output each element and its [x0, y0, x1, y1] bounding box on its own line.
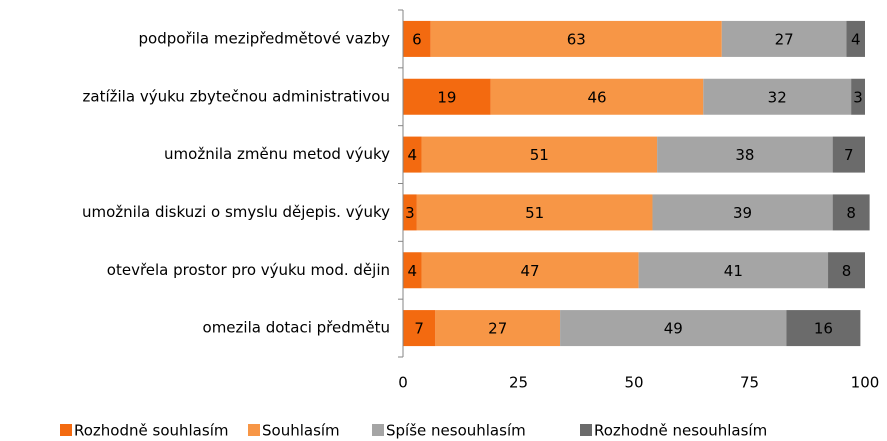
bar-segment [657, 136, 833, 173]
value-label: 8 [842, 262, 852, 280]
value-label: 39 [733, 204, 752, 222]
category-label: otevřela prostor pro výuku mod. dějin [107, 261, 390, 279]
value-label: 3 [405, 204, 415, 222]
x-tick-label: 50 [624, 374, 643, 392]
legend-swatch [372, 424, 384, 436]
bar-segment [403, 136, 422, 173]
value-label: 41 [724, 262, 743, 280]
value-label: 7 [414, 320, 424, 338]
legend-label: Souhlasím [262, 422, 340, 440]
bar-segment [403, 310, 436, 347]
bar-segment [721, 20, 847, 57]
bar-segment [638, 252, 829, 289]
x-tick-label: 0 [398, 374, 408, 392]
value-label: 27 [775, 30, 794, 48]
bar-segment [851, 78, 865, 115]
value-label: 8 [846, 204, 856, 222]
legend-label: Rozhodně nesouhlasím [594, 422, 767, 440]
bar-segment [846, 20, 865, 57]
x-tick-label: 25 [509, 374, 528, 392]
legend-swatch [60, 424, 72, 436]
value-label: 16 [814, 320, 833, 338]
category-label: zatížila výuku zbytečnou administrativou [83, 87, 390, 105]
value-label: 27 [488, 320, 507, 338]
legend-swatch [580, 424, 592, 436]
bar-segment [403, 78, 491, 115]
category-label: omezila dotaci předmětu [203, 319, 390, 337]
category-label: umožnila změnu metod výuky [164, 145, 390, 163]
bar-segment [560, 310, 787, 347]
x-tick-label: 75 [740, 374, 759, 392]
bar-segment [703, 78, 852, 115]
bar-segment [832, 194, 870, 231]
value-label: 32 [768, 88, 787, 106]
bar-segment [832, 136, 865, 173]
value-label: 4 [407, 146, 417, 164]
bar-segment [403, 194, 417, 231]
legend-label: Rozhodně souhlasím [74, 422, 228, 440]
value-label: 47 [521, 262, 540, 280]
bar-segment [652, 194, 833, 231]
value-label: 51 [530, 146, 549, 164]
value-label: 63 [567, 30, 586, 48]
value-label: 3 [853, 88, 863, 106]
bar-segment [403, 20, 431, 57]
value-label: 46 [587, 88, 606, 106]
legend-label: Spíše nesouhlasím [386, 422, 526, 440]
bar-segment [435, 310, 561, 347]
bar-segment [421, 136, 658, 173]
value-label: 38 [735, 146, 754, 164]
category-label: umožnila diskuzi o smyslu dějepis. výuky [82, 203, 390, 221]
value-label: 4 [407, 262, 417, 280]
value-label: 49 [664, 320, 683, 338]
bar-segment [786, 310, 861, 347]
category-label: podpořila mezipředmětové vazby [139, 29, 391, 47]
bar-segment [430, 20, 722, 57]
bar-segment [490, 78, 704, 115]
value-label: 51 [525, 204, 544, 222]
bar-segment [421, 252, 639, 289]
legend-swatch [248, 424, 260, 436]
value-label: 4 [851, 30, 861, 48]
value-label: 19 [437, 88, 456, 106]
value-label: 7 [844, 146, 854, 164]
bar-segment [416, 194, 653, 231]
x-tick-label: 100 [851, 374, 880, 392]
bar-segment [828, 252, 865, 289]
value-label: 6 [412, 30, 422, 48]
bar-segment [403, 252, 422, 289]
